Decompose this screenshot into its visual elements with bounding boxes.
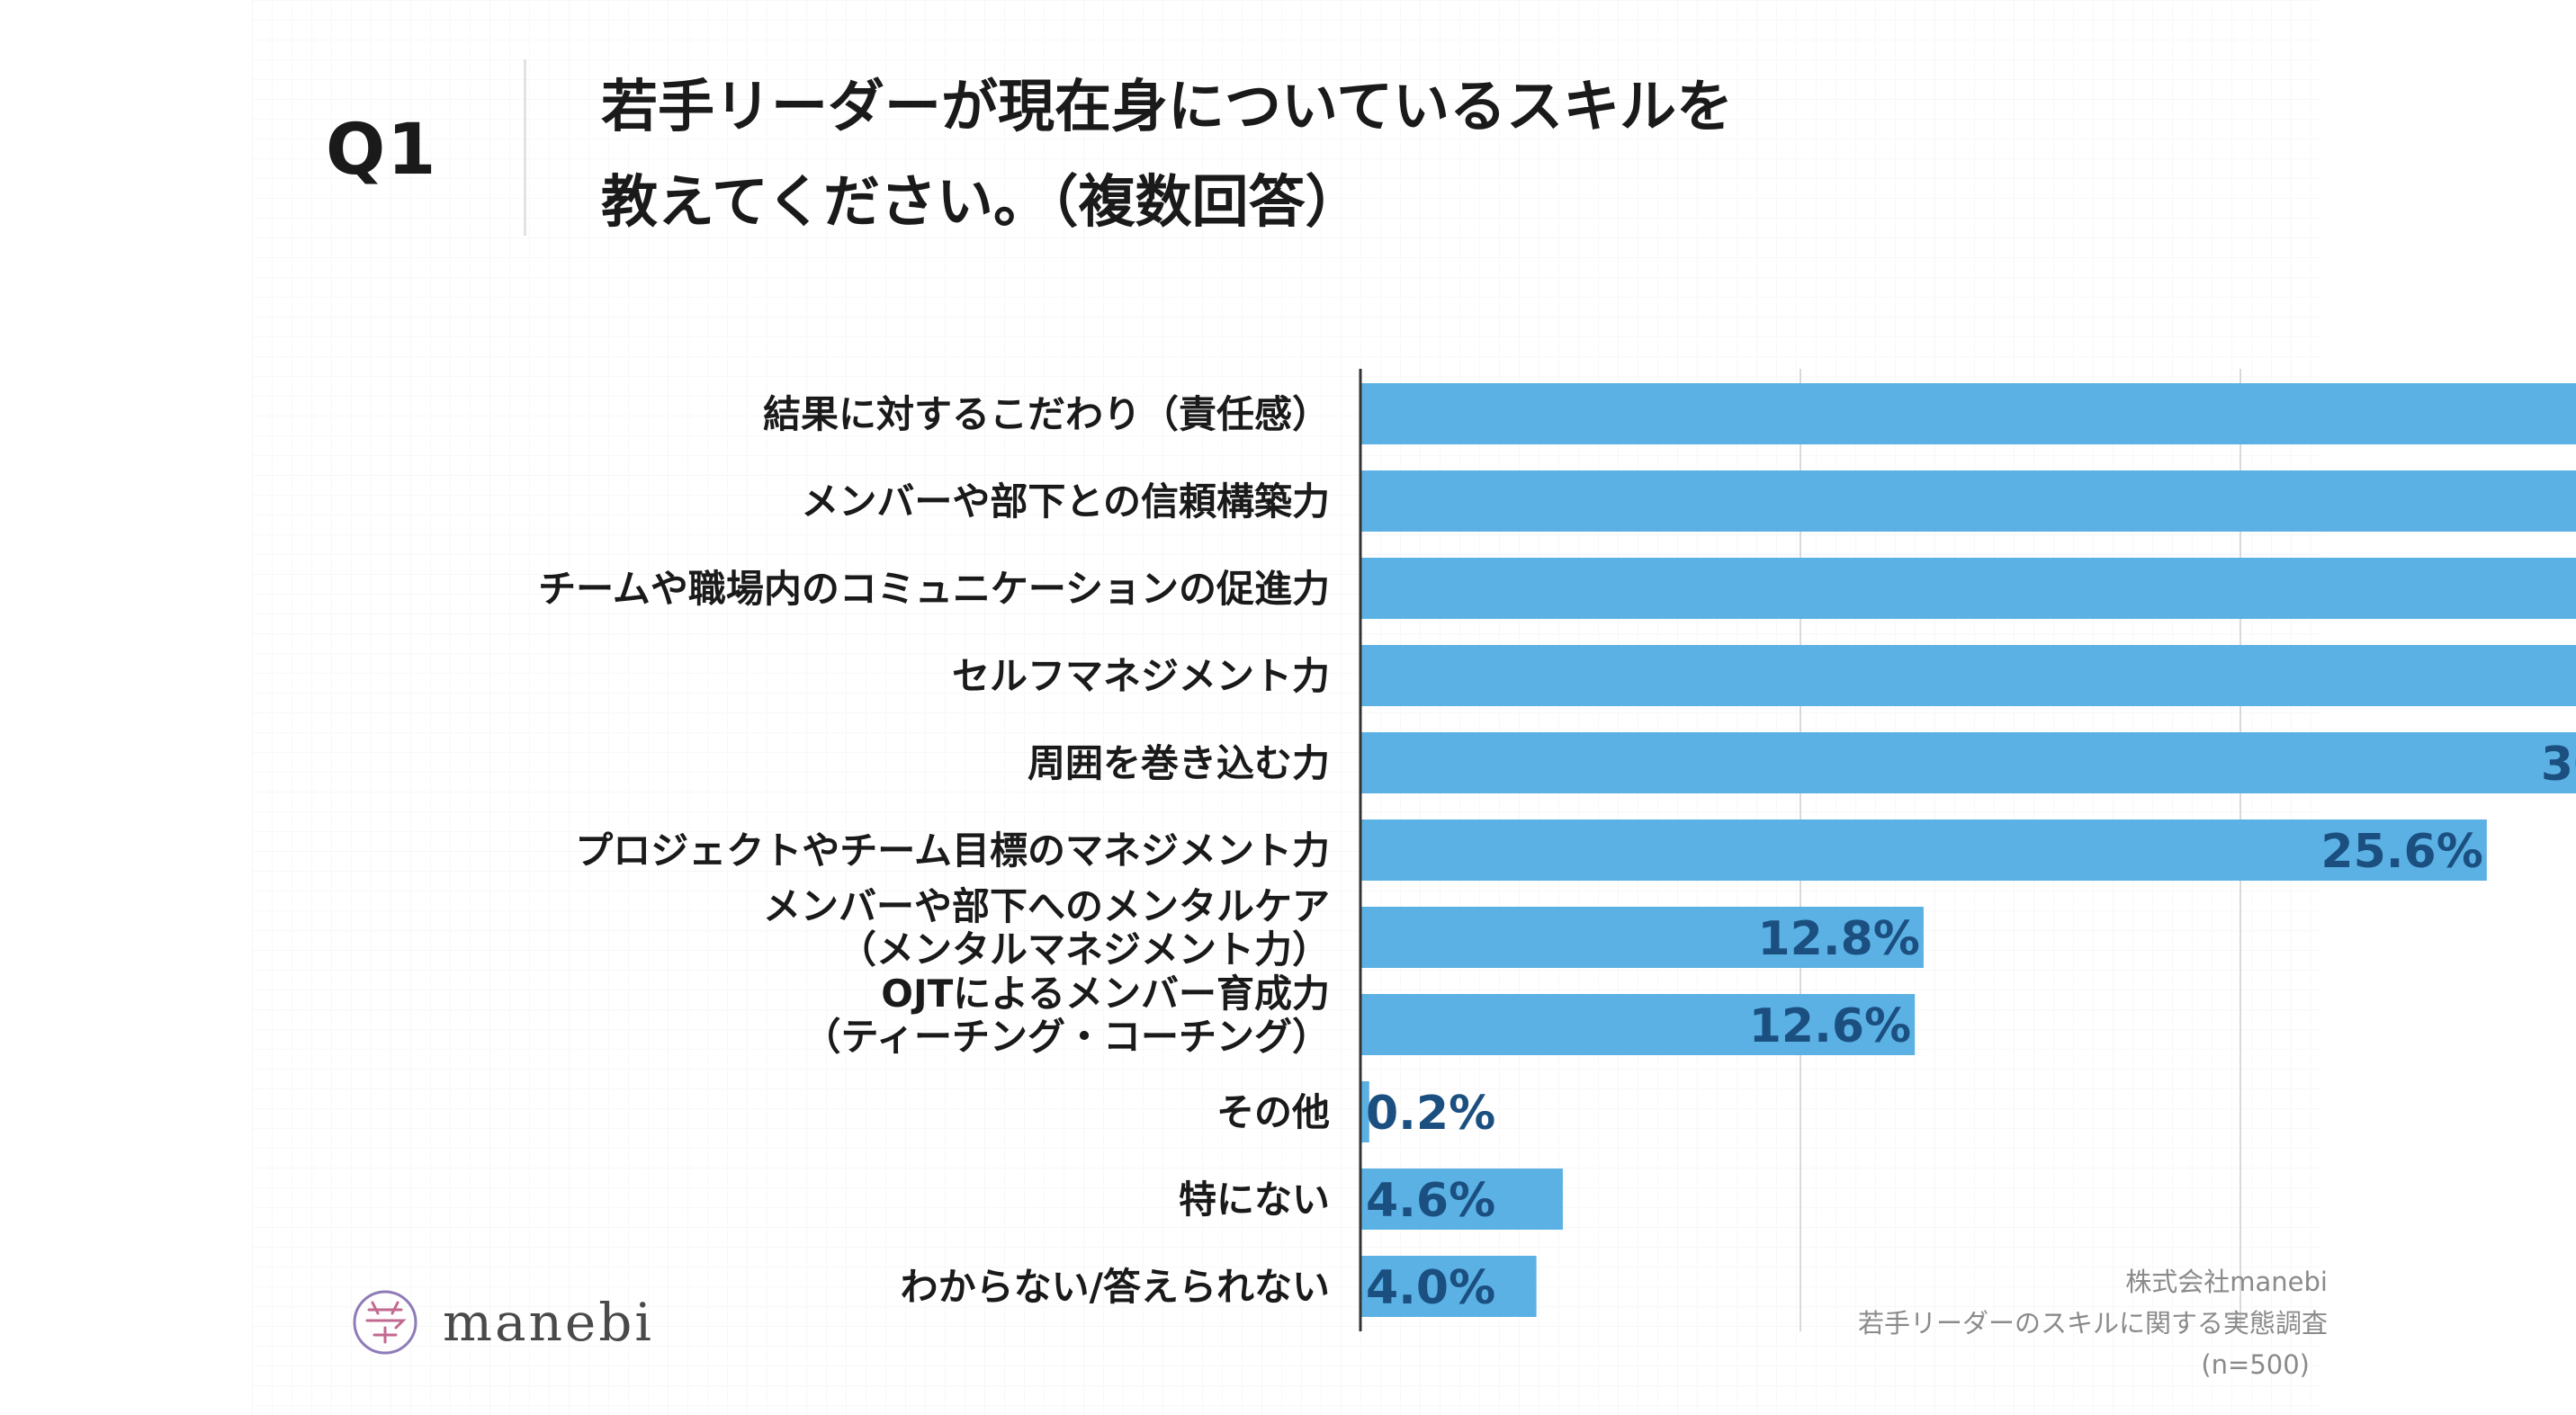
source-sample: (n=500) xyxy=(2201,1349,2310,1380)
bar xyxy=(1360,994,1916,1055)
category-label: （メンタルマネジメント力） xyxy=(839,927,1330,972)
value-label: 25.6% xyxy=(2320,825,2482,879)
bar xyxy=(1360,1081,1369,1142)
category-label: その他 xyxy=(1216,1090,1330,1134)
category-label: OJTによるメンバー育成力 xyxy=(881,972,1330,1016)
category-label: 結果に対するこだわり（責任感） xyxy=(763,392,1330,436)
bar xyxy=(1360,558,2576,619)
value-label: 12.8% xyxy=(1758,912,1920,966)
bar xyxy=(1360,732,2576,793)
category-label: セルフマネジメント力 xyxy=(952,654,1330,698)
background-grid xyxy=(252,0,2321,1415)
category-label: わからない/答えられない xyxy=(901,1265,1330,1309)
category-label: 特にない xyxy=(1179,1178,1330,1222)
question-title-line-1: 若手リーダーが現在身についているスキルを xyxy=(601,74,1734,139)
bar xyxy=(1360,1256,1537,1317)
category-label: プロジェクトやチーム目標のマネジメント力 xyxy=(575,828,1330,873)
logo-text: manebi xyxy=(443,1292,654,1353)
manebi-logo: manebi xyxy=(349,1286,654,1358)
question-title: 若手リーダーが現在身についているスキルを 教えてください。（複数回答） xyxy=(601,59,1733,250)
bar xyxy=(1360,383,2576,444)
value-label: 30.6% xyxy=(2541,738,2576,792)
category-label: 周囲を巻き込む力 xyxy=(1028,741,1330,785)
category-label: メンバーや部下へのメンタルケア xyxy=(763,884,1330,928)
value-label: 0.2% xyxy=(1366,1087,1495,1141)
bar xyxy=(1360,907,1924,968)
source-survey: 若手リーダーのスキルに関する実態調査 xyxy=(1857,1308,2328,1339)
bar xyxy=(1360,1169,1563,1230)
bar xyxy=(1360,470,2576,532)
question-number: Q1 xyxy=(326,110,438,191)
title-divider xyxy=(524,59,526,236)
question-title-line-2: 教えてください。（複数回答） xyxy=(601,169,1362,235)
source-company: 株式会社manebi xyxy=(2125,1267,2328,1297)
manebi-logo-icon xyxy=(353,1290,417,1355)
category-label: メンバーや部下との信頼構築力 xyxy=(801,479,1330,524)
value-label: 4.6% xyxy=(1366,1174,1495,1228)
bar xyxy=(1360,645,2576,706)
category-label: （ティーチング・コーチング） xyxy=(803,1015,1330,1059)
value-label: 12.6% xyxy=(1749,999,1911,1053)
source-note: 株式会社manebi 若手リーダーのスキルに関する実態調査 (n=500) xyxy=(1858,1261,2328,1385)
value-label: 4.0% xyxy=(1366,1261,1495,1315)
bar xyxy=(1360,819,2487,881)
category-label: チームや職場内のコミュニケーションの促進力 xyxy=(538,567,1330,611)
